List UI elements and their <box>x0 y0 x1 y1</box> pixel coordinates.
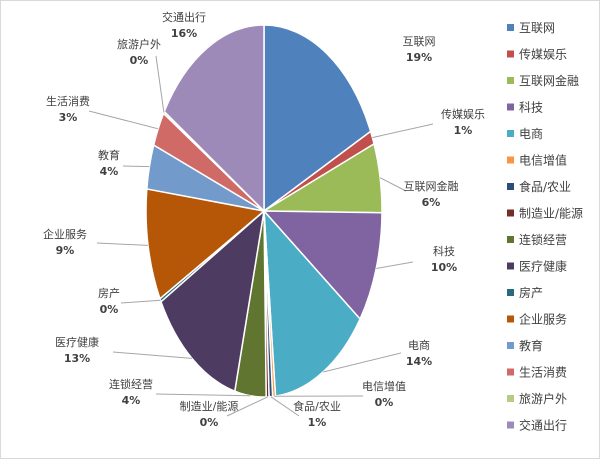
data-label-value-15: 0% <box>130 54 149 67</box>
legend-label-11: 房产 <box>519 285 543 300</box>
legend-swatch-6 <box>507 156 514 164</box>
leader-line-2 <box>372 123 434 139</box>
data-label-value-1: 19% <box>406 51 432 64</box>
data-label-category-4: 科技 <box>433 244 455 258</box>
legend-swatch-14 <box>507 368 514 376</box>
legend-swatch-11 <box>507 289 514 296</box>
legend-swatch-7 <box>507 183 514 190</box>
legend-label-15: 旅游户外 <box>519 391 567 406</box>
data-label-value-8: 0% <box>200 416 219 429</box>
leader-line-10 <box>112 351 193 359</box>
data-label-category-12: 企业服务 <box>43 227 87 241</box>
data-label-value-2: 1% <box>454 124 473 137</box>
legend-swatch-15 <box>507 395 514 402</box>
data-label-value-9: 4% <box>122 394 141 407</box>
legend-swatch-3 <box>507 77 514 84</box>
data-label-category-16: 交通出行 <box>162 10 206 24</box>
leader-line-5 <box>322 352 402 373</box>
data-label-category-8: 制造业/能源 <box>180 399 239 413</box>
legend-label-6: 电信增值 <box>519 153 567 168</box>
data-label-category-2: 传媒娱乐 <box>441 107 485 121</box>
data-label-value-4: 10% <box>431 261 457 274</box>
data-label-value-6: 0% <box>375 396 394 409</box>
legend-label-9: 连锁经营 <box>519 232 567 247</box>
leader-line-3 <box>379 177 407 192</box>
data-label-category-13: 教育 <box>98 148 120 162</box>
legend-label-10: 医疗健康 <box>519 259 567 274</box>
pie-slice-1 <box>263 24 372 213</box>
legend-label-8: 制造业/能源 <box>519 207 583 221</box>
legend-label-3: 互联网金融 <box>519 73 579 88</box>
data-label-value-13: 4% <box>100 165 119 178</box>
data-label-category-14: 生活消费 <box>46 94 90 108</box>
leader-line-4 <box>376 261 414 269</box>
legend-swatch-2 <box>507 50 514 58</box>
data-label-value-14: 3% <box>59 111 78 124</box>
data-label-category-11: 房产 <box>98 286 120 300</box>
legend-swatch-12 <box>507 315 514 323</box>
leader-line-11 <box>120 299 161 304</box>
data-label-value-16: 16% <box>171 27 197 40</box>
legend-label-7: 食品/农业 <box>519 179 571 194</box>
leader-line-9 <box>155 393 251 397</box>
leader-line-8 <box>226 396 268 417</box>
pie-slice-16 <box>163 24 265 213</box>
legend-swatch-10 <box>507 262 514 270</box>
legend-swatch-8 <box>507 209 514 217</box>
legend-label-13: 教育 <box>519 338 543 353</box>
data-label-value-10: 13% <box>64 352 90 365</box>
data-label-category-5: 电商 <box>408 338 430 352</box>
legend-swatch-4 <box>507 103 514 111</box>
legend: 互联网传媒娱乐互联网金融科技电商电信增值食品/农业制造业/能源连锁经营医疗健康房… <box>507 21 583 433</box>
legend-label-12: 企业服务 <box>519 312 567 327</box>
pie-slice-12 <box>145 188 266 300</box>
legend-swatch-5 <box>507 130 514 137</box>
leader-line-7 <box>270 396 300 417</box>
legend-label-1: 互联网 <box>519 21 555 35</box>
leader-line-13 <box>122 165 150 168</box>
data-label-category-10: 医疗健康 <box>55 335 99 349</box>
legend-label-4: 科技 <box>519 101 543 115</box>
data-label-category-9: 连锁经营 <box>109 377 153 391</box>
data-label-value-5: 14% <box>406 355 432 368</box>
leader-line-15 <box>155 55 165 113</box>
legend-swatch-1 <box>507 24 514 31</box>
pie-slice-10 <box>160 209 266 393</box>
data-label-value-7: 1% <box>308 416 327 429</box>
data-label-category-6: 电信增值 <box>362 379 406 393</box>
data-label-category-15: 旅游户外 <box>117 37 161 51</box>
data-label-category-7: 食品/农业 <box>293 399 341 413</box>
data-label-category-3: 互联网金融 <box>404 179 459 193</box>
data-label-value-12: 9% <box>56 244 75 257</box>
data-label-category-1: 互联网 <box>403 35 436 48</box>
pie-slices <box>145 24 383 398</box>
legend-label-16: 交通出行 <box>519 418 567 433</box>
leader-line-14 <box>88 110 159 130</box>
legend-label-14: 生活消费 <box>519 366 567 380</box>
data-label-value-11: 0% <box>100 303 119 316</box>
legend-swatch-13 <box>507 342 514 349</box>
legend-label-2: 传媒娱乐 <box>519 47 567 62</box>
data-label-value-3: 6% <box>422 196 441 209</box>
data-labels: 互联网 19% 传媒娱乐 1% 互联网金融 6% 科技 10% 电商 14%电信增值 0% 食品/农业… <box>43 10 485 429</box>
legend-swatch-16 <box>507 421 514 429</box>
legend-swatch-9 <box>507 236 514 243</box>
leader-lines <box>88 55 434 417</box>
leader-line-12 <box>96 242 149 246</box>
legend-label-5: 电商 <box>519 126 543 141</box>
